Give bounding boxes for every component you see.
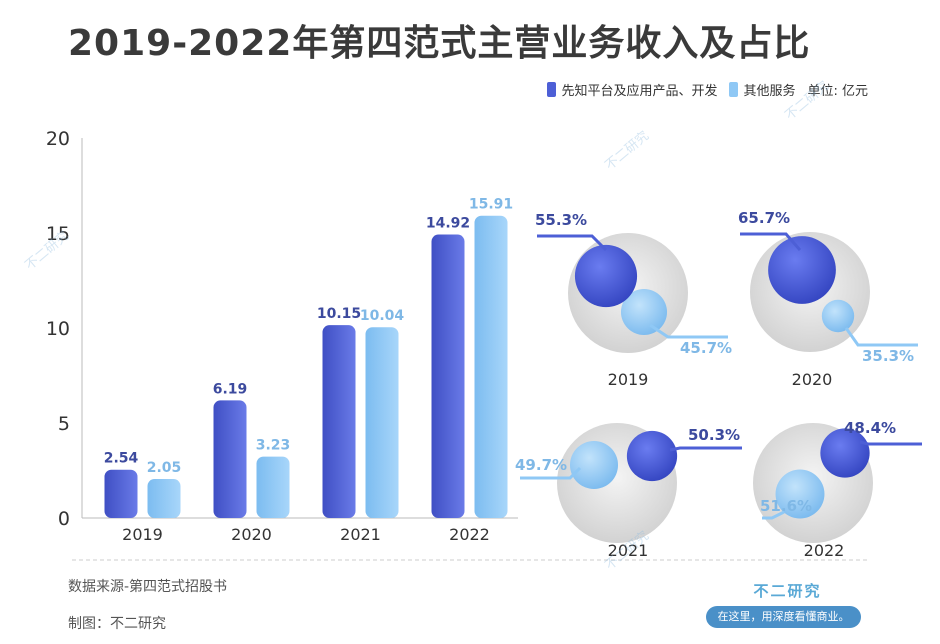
bubble-series-a <box>768 236 836 304</box>
bar-series-b <box>147 479 181 518</box>
share-label-series-a: 50.3% <box>688 426 740 444</box>
legend: 先知平台及应用产品、开发 其他服务 单位: 亿元 <box>547 80 868 99</box>
bar-series-a <box>213 400 247 518</box>
bubble-series-b <box>569 440 619 490</box>
share-label-series-b: 35.3% <box>862 347 914 365</box>
legend-swatch-series-b <box>729 82 739 97</box>
data-label-series-b: 2.05 <box>147 460 182 476</box>
x-tick-label: 2020 <box>231 525 272 544</box>
legend-swatch-series-a <box>547 82 557 97</box>
bar-series-b <box>365 327 399 518</box>
bar-chart: 0 5 10 15 20 2.54 2.05 2019 6.19 3.23 2020 10.1510.… <box>46 128 870 561</box>
x-tick-label: 2022 <box>449 525 490 544</box>
share-label-series-a: 55.3% <box>535 211 587 229</box>
leader-line-series-b <box>520 466 582 480</box>
bubble-series-b <box>620 288 668 336</box>
share-label-series-b: 51.6% <box>760 497 812 515</box>
chart-title: 2019-2022年第四范式主营业务收入及占比 <box>68 23 811 64</box>
bubble-series-b <box>821 299 855 333</box>
y-tick-label: 5 <box>58 413 70 435</box>
bubble-series-a <box>574 244 638 308</box>
data-label-series-a: 10.15 <box>317 306 361 322</box>
bubble-year-label: 2019 <box>608 370 649 389</box>
legend-label-series-b: 其他服务 <box>743 84 796 99</box>
bubble-year-label: 2020 <box>792 370 833 389</box>
brand-tagline: 在这里，用深度看懂商业。 <box>706 606 861 628</box>
data-label-series-a: 6.19 <box>213 381 248 397</box>
bubble-year-label: 2021 <box>608 541 649 560</box>
y-tick-label: 10 <box>46 318 70 340</box>
data-label-series-b: 10.04 <box>360 308 405 324</box>
leader-line-series-b <box>844 327 918 347</box>
leader-line-series-b <box>649 323 728 339</box>
bubble-series-b <box>775 469 825 519</box>
data-label-series-a: 14.92 <box>426 216 470 232</box>
leader-line-series-a <box>859 440 922 446</box>
x-tick-label: 2021 <box>340 525 381 544</box>
bubble-series-a <box>820 428 870 478</box>
bar-series-b <box>474 215 508 518</box>
bar-series-a <box>104 469 138 518</box>
brand-name: 不二研究 <box>753 582 822 600</box>
y-tick-label: 15 <box>46 223 70 245</box>
legend-item-series-a: 先知平台及应用产品、开发 <box>547 80 717 99</box>
data-source: 数据来源-第四范式招股书 <box>68 579 228 595</box>
share-label-series-b: 49.7% <box>515 456 567 474</box>
chart-maker: 制图：不二研究 <box>68 616 166 632</box>
bar-series-b <box>256 456 290 518</box>
y-tick-label: 0 <box>58 508 70 530</box>
legend-item-series-b: 其他服务 <box>729 80 795 99</box>
y-tick-label: 20 <box>46 128 70 150</box>
unit-label: 单位: 亿元 <box>807 84 868 99</box>
share-label-series-b: 45.7% <box>680 339 732 357</box>
bar-series-a <box>322 325 356 518</box>
leader-line-series-b <box>762 510 785 520</box>
bubble-series-a <box>626 430 678 482</box>
leader-line-series-a <box>537 234 608 252</box>
data-label-series-b: 15.91 <box>469 197 513 213</box>
data-label-series-b: 3.23 <box>256 438 291 454</box>
x-tick-label: 2019 <box>122 525 163 544</box>
data-label-series-a: 2.54 <box>104 451 139 467</box>
legend-label-series-a: 先知平台及应用产品、开发 <box>561 84 718 99</box>
leader-line-series-a <box>740 232 802 251</box>
share-label-series-a: 65.7% <box>738 209 790 227</box>
bubble-charts: 55.3% 45.7% 2019 65.7% 35.3% 2020 49.7% 50.3% 20… <box>515 209 922 560</box>
bar-series-a <box>431 234 465 518</box>
leader-line-series-a <box>669 446 742 452</box>
bubble-year-label: 2022 <box>804 541 845 560</box>
share-label-series-a: 48.4% <box>844 419 896 437</box>
